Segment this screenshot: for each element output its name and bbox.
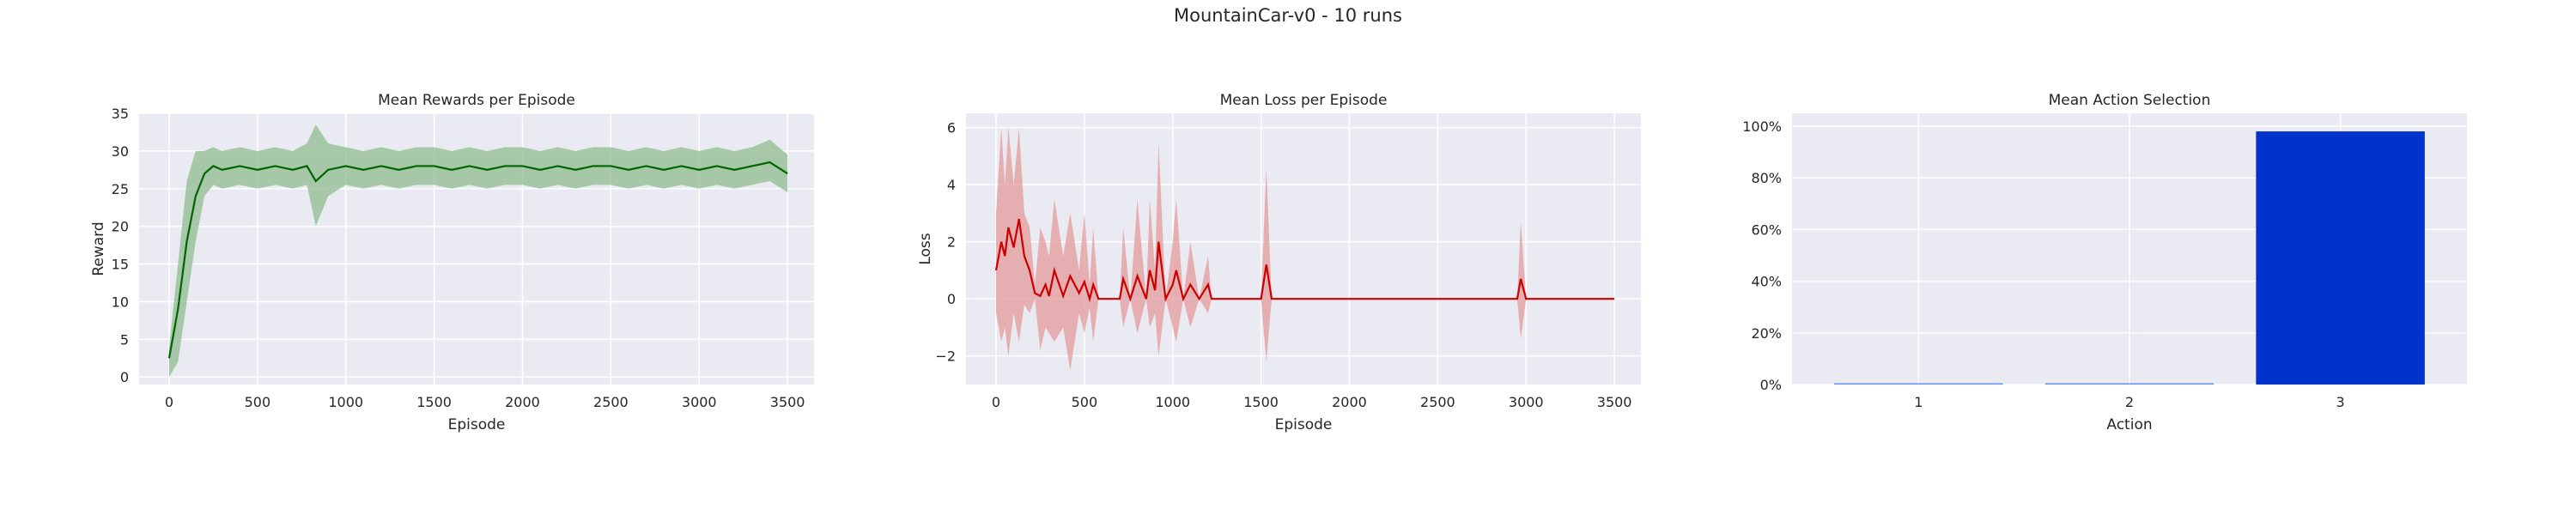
rewards-y-tick-label: 30	[112, 143, 129, 160]
rewards-x-tick-label: 1500	[416, 394, 452, 410]
rewards-mean-line	[167, 161, 788, 359]
actions-y-tick-label: 20%	[1751, 325, 1782, 342]
loss-y-tick-label: 6	[947, 120, 956, 136]
rewards-y-tick-label: 35	[112, 106, 129, 122]
loss-title: Mean Loss per Episode	[1220, 92, 1388, 109]
actions-x-tick-label: 3	[2336, 394, 2345, 410]
rewards-y-tick-label: 25	[112, 181, 129, 197]
actions-plot: 0% 20% 40% 60% 80% 100% 1 2 3 Mean Action Selecti…	[1742, 92, 2467, 433]
loss-x-axis-label: Episode	[1275, 416, 1333, 433]
actions-y-tick-label: 60%	[1751, 221, 1782, 238]
loss-x-tick-label: 500	[1072, 394, 1098, 410]
loss-x-tick-label: 2000	[1332, 394, 1367, 410]
rewards-x-tick-label: 2000	[505, 394, 540, 410]
actions-y-tick-label: 80%	[1751, 170, 1782, 186]
actions-x-axis-label: Action	[2106, 416, 2152, 433]
actions-x-tick-label: 1	[1914, 394, 1923, 410]
rewards-x-tick-label: 2500	[593, 394, 629, 410]
loss-x-tick-label: 1500	[1243, 394, 1279, 410]
rewards-x-tick-label: 500	[245, 394, 271, 410]
loss-x-tick-label: 2500	[1420, 394, 1455, 410]
loss-y-tick-label: 4	[947, 177, 956, 193]
loss-plot: 0 500 1000 1500 2000 2500 3000 3500 −2 0 2 4 6 Mean L…	[917, 92, 1641, 433]
rewards-y-axis-label: Reward	[90, 221, 107, 276]
actions-bar-action-2	[2044, 383, 2215, 385]
rewards-x-axis-label: Episode	[448, 416, 506, 433]
loss-plot-area	[966, 113, 1641, 385]
loss-y-tick-label: 0	[947, 291, 956, 307]
rewards-x-tick-label: 1000	[328, 394, 363, 410]
actions-bar-action-3	[2256, 131, 2425, 385]
loss-mean-line	[994, 218, 1615, 303]
rewards-y-tick-label: 10	[112, 294, 129, 310]
loss-confidence-band	[995, 127, 1615, 371]
loss-x-tick-label: 0	[992, 394, 1000, 410]
rewards-y-tick-label: 15	[112, 257, 129, 273]
rewards-x-tick-label: 3500	[770, 394, 805, 410]
figure-title: MountainCar-v0 - 10 runs	[1174, 5, 1402, 26]
rewards-y-tick-label: 0	[120, 369, 129, 385]
rewards-x-tick-label: 0	[165, 394, 173, 410]
rewards-plot: 0 500 1000 1500 2000 2500 3000 3500 0 5 10 15 20 25 30…	[90, 92, 814, 433]
loss-x-tick-label: 3000	[1509, 394, 1544, 410]
actions-y-tick-label: 100%	[1742, 118, 1782, 135]
actions-y-tick-label: 40%	[1751, 274, 1782, 290]
loss-y-tick-label: −2	[935, 348, 956, 365]
rewards-x-tick-label: 3000	[682, 394, 717, 410]
rewards-y-tick-label: 20	[112, 219, 129, 235]
loss-x-tick-label: 3500	[1597, 394, 1632, 410]
actions-title: Mean Action Selection	[2049, 92, 2211, 109]
loss-x-tick-label: 1000	[1155, 394, 1190, 410]
rewards-title: Mean Rewards per Episode	[378, 92, 575, 109]
actions-bar-action-1	[1834, 383, 2003, 385]
rewards-y-tick-label: 5	[120, 331, 129, 348]
loss-y-tick-label: 2	[947, 234, 956, 251]
actions-x-tick-label: 2	[2125, 394, 2134, 410]
loss-y-axis-label: Loss	[917, 233, 934, 264]
rewards-confidence-band	[168, 124, 788, 378]
actions-y-tick-label: 0%	[1760, 377, 1782, 393]
